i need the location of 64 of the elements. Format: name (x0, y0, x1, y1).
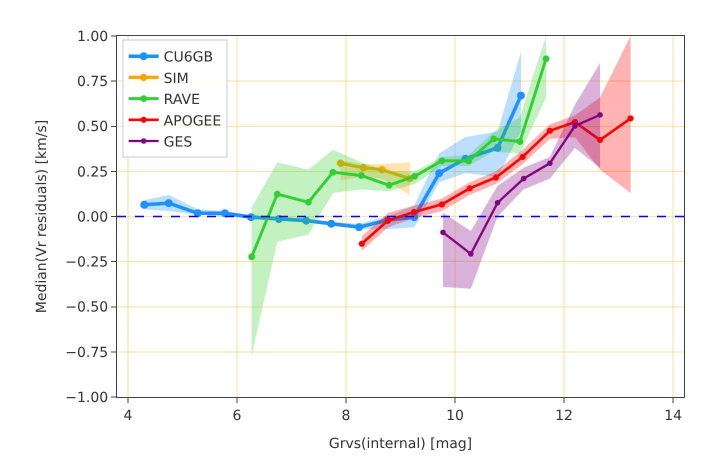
point (386, 182, 392, 189)
y-tick-label: −0.50 (65, 300, 108, 316)
point (468, 251, 474, 257)
point (248, 253, 256, 260)
point (438, 201, 446, 208)
legend-label: SIM (164, 70, 189, 87)
point (440, 230, 446, 236)
x-tick-label: 8 (342, 408, 350, 424)
x-axis-title: Grvs(internal) [mag] (328, 436, 472, 452)
x-tick-label: 6 (232, 408, 242, 424)
point (516, 92, 525, 100)
point (274, 190, 281, 198)
point (164, 199, 173, 208)
point (492, 174, 500, 181)
point (358, 172, 365, 179)
point (360, 164, 368, 172)
point (466, 185, 473, 192)
point (411, 172, 418, 180)
point (358, 240, 365, 247)
point (465, 158, 472, 164)
point (140, 200, 148, 209)
legend-label: APOGEE (164, 113, 222, 130)
point (596, 136, 604, 144)
point (194, 209, 202, 218)
point (274, 215, 283, 224)
point (520, 176, 527, 182)
legend-label: CU6GB (164, 50, 214, 66)
y-axis-title: Median(Vr residuals) [km/s] (34, 120, 50, 314)
point (302, 216, 310, 225)
point (627, 115, 634, 122)
y-tick-label: 0.00 (77, 209, 108, 226)
point (520, 154, 526, 160)
y-tick-label: −0.75 (65, 344, 108, 361)
y-tick-label: −0.25 (65, 254, 108, 271)
x-tick-label: 10 (446, 408, 464, 424)
y-tick-label: 0.50 (77, 119, 108, 136)
y-tick-label: 0.25 (77, 164, 108, 180)
point (490, 135, 498, 142)
y-tick-label: 0.75 (77, 74, 108, 90)
point (494, 144, 502, 152)
point (355, 223, 364, 232)
point (220, 209, 229, 218)
legend-label: RAVE (164, 92, 200, 108)
point (378, 166, 386, 174)
x-tick-label: 4 (123, 408, 132, 424)
y-tick-label: 1.00 (77, 28, 108, 45)
point (547, 160, 553, 166)
point (438, 157, 446, 164)
point (304, 198, 312, 206)
point (572, 123, 578, 129)
x-tick-label: 12 (555, 408, 573, 424)
point (546, 128, 553, 134)
point (597, 112, 603, 118)
point (327, 220, 336, 228)
point (435, 169, 444, 178)
point (411, 208, 418, 216)
point (542, 55, 550, 62)
point (336, 160, 344, 167)
point (494, 200, 500, 206)
y-tick-label: −1.00 (65, 390, 108, 406)
x-tick-label: 14 (664, 408, 682, 424)
legend-label: GES (164, 134, 192, 150)
point (330, 168, 336, 176)
point (516, 138, 524, 145)
